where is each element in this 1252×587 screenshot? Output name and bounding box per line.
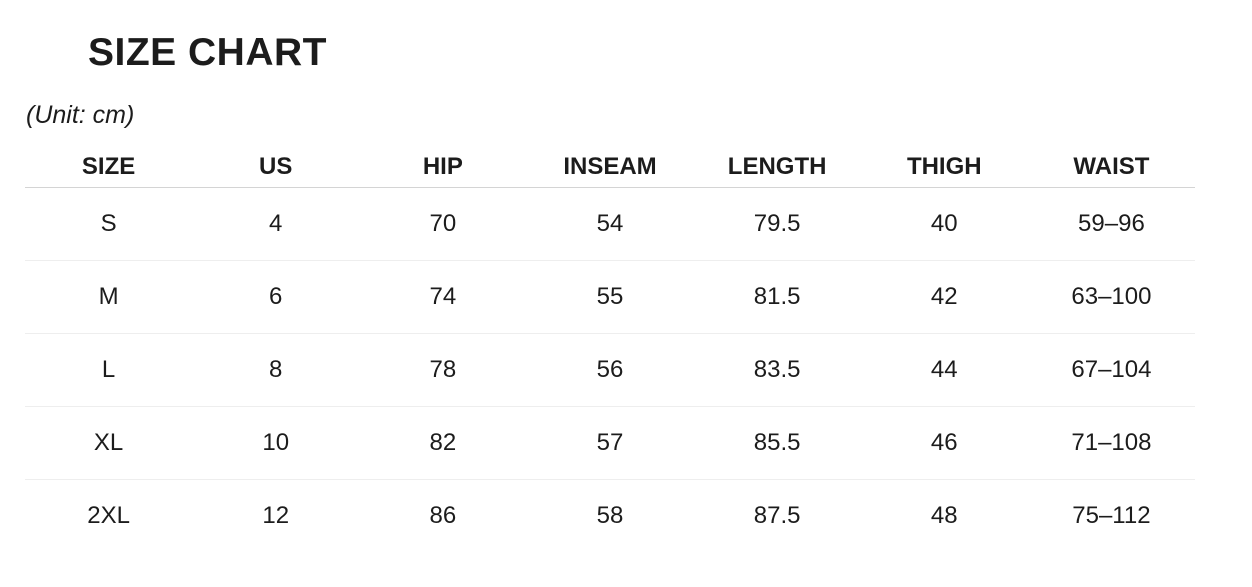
value-cell: 6 <box>192 260 360 334</box>
size-cell: L <box>25 333 193 407</box>
value-cell: 71–108 <box>1027 406 1195 480</box>
table-row: M 6 74 55 81.5 42 63–100 <box>25 260 1195 334</box>
table-row: 2XL 12 86 58 87.5 48 75–112 <box>25 480 1195 553</box>
value-cell: 85.5 <box>693 406 861 480</box>
value-cell: 75–112 <box>1072 502 1151 529</box>
column-header: SIZE <box>25 148 193 188</box>
value-cell: 42 <box>860 260 1028 334</box>
table-row: S 4 70 54 79.5 40 59–96 <box>25 187 1195 261</box>
value-cell: 74 <box>359 260 527 334</box>
column-header: LENGTH <box>693 148 861 188</box>
value-cell: 57 <box>526 406 694 480</box>
column-header: US <box>192 148 360 188</box>
value-cell: 81.5 <box>693 260 861 334</box>
size-cell: 2XL <box>87 502 130 529</box>
value-cell: 55 <box>526 260 694 334</box>
table-head: SIZE US HIP INSEAM LENGTH THIGH WAIST <box>25 148 1195 188</box>
value-cell: 78 <box>359 333 527 407</box>
value-cell: 56 <box>526 333 694 407</box>
value-cell: 82 <box>359 406 527 480</box>
column-header: INSEAM <box>526 148 694 188</box>
value-cell: 44 <box>860 333 1028 407</box>
value-cell: 10 <box>192 406 360 480</box>
value-cell: 87.5 <box>753 502 801 529</box>
value-cell: 54 <box>526 187 694 261</box>
size-table: SIZE US HIP INSEAM LENGTH THIGH WAIST S 4 70 54 79… <box>25 148 1195 552</box>
table-body: S 4 70 54 79.5 40 59–96 M 6 74 55 81.5 42 63–100 L 8 78 5… <box>25 187 1195 553</box>
size-cell: M <box>25 260 193 334</box>
value-cell: 48 <box>930 502 958 529</box>
value-cell: 4 <box>192 187 360 261</box>
size-cell: S <box>25 187 193 261</box>
column-header: THIGH <box>860 148 1028 188</box>
value-cell: 58 <box>596 502 624 529</box>
value-cell: 8 <box>192 333 360 407</box>
value-cell: 67–104 <box>1027 333 1195 407</box>
header-row: SIZE US HIP INSEAM LENGTH THIGH WAIST <box>25 148 1195 188</box>
table-row: XL 10 82 57 85.5 46 71–108 <box>25 406 1195 480</box>
value-cell: 12 <box>262 502 290 529</box>
table-row: L 8 78 56 83.5 44 67–104 <box>25 333 1195 407</box>
value-cell: 59–96 <box>1027 187 1195 261</box>
column-header: WAIST <box>1027 148 1195 188</box>
size-cell: XL <box>25 406 193 480</box>
value-cell: 70 <box>359 187 527 261</box>
value-cell: 40 <box>860 187 1028 261</box>
value-cell: 79.5 <box>693 187 861 261</box>
value-cell: 46 <box>860 406 1028 480</box>
unit-note: (Unit: cm) <box>26 101 135 129</box>
value-cell: 86 <box>429 502 457 529</box>
value-cell: 63–100 <box>1027 260 1195 334</box>
value-cell: 83.5 <box>693 333 861 407</box>
page-title: SIZE CHART <box>88 31 327 74</box>
column-header: HIP <box>359 148 527 188</box>
